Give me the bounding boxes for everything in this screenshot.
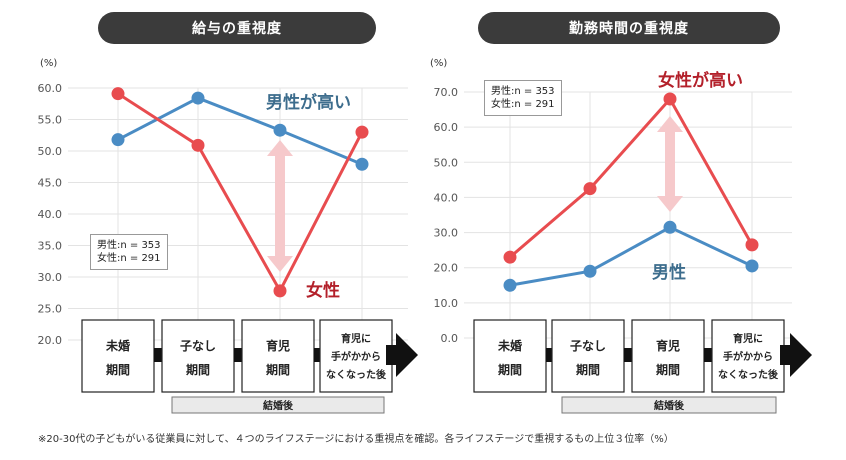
chart2-series-male-point <box>503 278 517 292</box>
chart2-stage-label: 育児 <box>656 338 680 353</box>
chart2-series-female-point <box>663 92 677 106</box>
chart1-stage-label: 期間 <box>186 362 210 377</box>
chart1-timeline-arrow <box>386 333 418 377</box>
chart1-stage-box <box>241 319 315 393</box>
chart2-timeline-arrow <box>780 333 812 377</box>
chart2-ytick-label: 70.0 <box>434 86 459 99</box>
chart1-series-male-point <box>355 157 369 171</box>
chart1-stage-label: 育児 <box>266 338 290 353</box>
chart1-title: 給与の重視度 <box>98 12 376 44</box>
chart1-stage-connector <box>234 348 242 362</box>
chart2-stage-box <box>631 319 705 393</box>
chart1-legend: 男性:n = 353 女性:n = 291 <box>90 234 168 270</box>
chart1-stage-label: なくなった後 <box>326 368 387 381</box>
chart1-ytick-label: 60.0 <box>38 82 63 95</box>
chart1-ytick-label: 55.0 <box>38 114 63 127</box>
chart2-series-female-point <box>745 238 759 252</box>
chart2-title: 勤務時間の重視度 <box>478 12 780 44</box>
chart2-ytick-label: 10.0 <box>434 297 459 310</box>
chart1-ytick-label: 30.0 <box>38 271 63 284</box>
chart2-series-male-point <box>745 259 759 273</box>
chart2-series-female-point <box>583 182 597 196</box>
chart1-ytick-label: 35.0 <box>38 240 63 253</box>
chart1-ytick-label: 50.0 <box>38 145 63 158</box>
chart2-callout-male: 男性 <box>652 263 686 283</box>
chart1-stage-connector <box>314 348 320 362</box>
chart1-stage-label: 育児に <box>341 332 371 345</box>
chart2-married-label: 結婚後 <box>654 399 685 412</box>
chart1-series-female-point <box>111 87 125 101</box>
footnote: ※20-30代の子どもがいる従業員に対して、４つのライフステージにおける重視点を… <box>38 434 674 445</box>
chart2-ytick-label: 0.0 <box>441 332 459 345</box>
chart2-series-male-line <box>509 225 753 287</box>
chart2-stage-box <box>551 319 625 393</box>
chart2-series-female-line <box>509 96 754 259</box>
chart2-stage-connector <box>546 348 552 362</box>
chart2-stage-label: 期間 <box>576 362 600 377</box>
chart2-series-male-point <box>583 264 597 278</box>
chart2-stage-label: 期間 <box>498 362 522 377</box>
chart1-married-label: 結婚後 <box>263 399 294 412</box>
chart1-legend-male: 男性:n = 353 <box>97 240 161 251</box>
chart1-series-female-line <box>117 92 364 295</box>
chart1-callout-male-higher: 男性が高い <box>266 93 351 113</box>
chart1-ytick-label: 40.0 <box>38 208 63 221</box>
chart1-ytick-label: 25.0 <box>38 303 63 316</box>
chart1-stage-label: 手がかから <box>331 350 381 363</box>
chart2-ytick-label: 60.0 <box>434 121 459 134</box>
chart2-series-female-point <box>503 250 517 264</box>
chart1-stage-label: 未婚 <box>105 338 130 353</box>
chart1-series-female-point <box>273 284 287 298</box>
chart2-unit-label: (%) <box>430 58 448 69</box>
chart2-stage-label: 手がかから <box>723 350 773 363</box>
chart2-stage-box <box>473 319 547 393</box>
chart1-unit-label: (%) <box>40 58 58 69</box>
chart2-legend-female: 女性:n = 291 <box>491 99 555 110</box>
chart2-series-male-point <box>663 220 677 234</box>
chart1-stage-label: 期間 <box>266 362 290 377</box>
chart2-stage-connector <box>704 348 712 362</box>
chart2-callout-female-higher: 女性が高い <box>658 71 743 91</box>
chart1-stage-box <box>161 319 235 393</box>
chart2-legend: 男性:n = 353 女性:n = 291 <box>484 80 562 116</box>
chart1-series-female-point <box>355 125 369 139</box>
chart1-stage-label: 期間 <box>106 362 130 377</box>
chart1-series-female-point <box>191 138 205 152</box>
chart2-stage-label: 期間 <box>656 362 680 377</box>
chart2-stage-connector <box>624 348 632 362</box>
chart1-compare-arrow-shaft <box>275 154 285 258</box>
chart1-stage-label: 子なし <box>180 339 216 353</box>
chart1-compare-arrow-head-up <box>267 140 293 156</box>
chart1-stage-connector <box>154 348 162 362</box>
chart2-compare-arrow-head-up <box>657 116 683 132</box>
chart2-ytick-label: 50.0 <box>434 156 459 169</box>
chart1-compare-arrow-head-down <box>267 256 293 272</box>
chart1-married-bar <box>171 396 385 414</box>
chart2-compare-arrow-head-down <box>657 196 683 212</box>
chart2-married-bar <box>561 396 777 414</box>
chart1-ytick-label: 20.0 <box>38 334 63 347</box>
chart2-stage-label: 子なし <box>570 339 606 353</box>
chart1-callout-female: 女性 <box>306 281 340 301</box>
chart2-stage-label: なくなった後 <box>718 368 779 381</box>
chart1-ytick-label: 45.0 <box>38 177 63 190</box>
chart2-compare-arrow-shaft <box>665 130 675 198</box>
chart1-series-male-point <box>273 123 287 137</box>
chart1-stage-box <box>81 319 155 393</box>
chart1-stage-box <box>319 319 393 393</box>
chart1-legend-female: 女性:n = 291 <box>97 253 161 264</box>
chart2-stage-label: 未婚 <box>497 338 522 353</box>
chart2-ytick-label: 30.0 <box>434 227 459 240</box>
chart2-stage-label: 育児に <box>733 332 763 345</box>
chart2-ytick-label: 40.0 <box>434 191 459 204</box>
chart1-series-male-point <box>191 91 205 105</box>
chart1-series-male-point <box>111 133 125 147</box>
chart2-ytick-label: 20.0 <box>434 262 459 275</box>
chart2-legend-male: 男性:n = 353 <box>491 86 555 97</box>
